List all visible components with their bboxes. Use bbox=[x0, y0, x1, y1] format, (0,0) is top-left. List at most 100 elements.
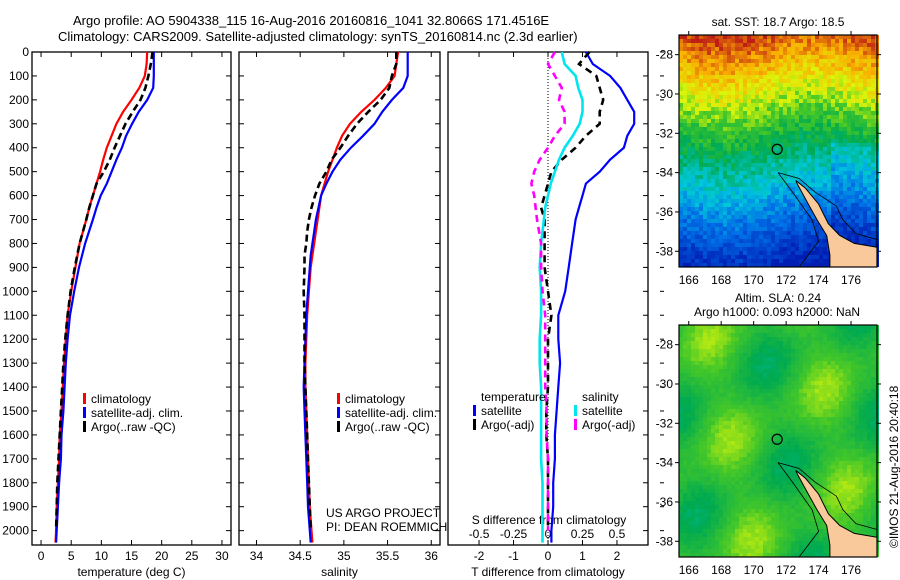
map-cell bbox=[775, 425, 779, 429]
map-cell bbox=[823, 167, 827, 171]
map-cell bbox=[871, 211, 875, 215]
map-cell bbox=[851, 389, 855, 393]
map-cell bbox=[743, 103, 747, 107]
map-cell bbox=[775, 445, 779, 449]
map-cell bbox=[843, 409, 847, 413]
map-cell bbox=[707, 179, 711, 183]
map-cell bbox=[679, 155, 683, 159]
map-cell bbox=[735, 325, 739, 329]
map-cell bbox=[683, 107, 687, 111]
map-cell bbox=[827, 255, 831, 259]
map-cell bbox=[871, 183, 875, 187]
map-cell bbox=[823, 369, 827, 373]
map-cell bbox=[747, 155, 751, 159]
map-cell bbox=[859, 139, 863, 143]
map-cell bbox=[835, 405, 839, 409]
map-cell bbox=[811, 389, 815, 393]
map-cell bbox=[683, 349, 687, 353]
map-cell bbox=[683, 203, 687, 207]
map-cell bbox=[711, 353, 715, 357]
map-cell bbox=[835, 155, 839, 159]
map-cell bbox=[831, 175, 835, 179]
y-tick-label: 0 bbox=[22, 45, 29, 59]
map-cell bbox=[871, 99, 875, 103]
map-cell bbox=[799, 325, 803, 329]
map-cell bbox=[763, 215, 767, 219]
map-cell bbox=[683, 329, 687, 333]
map-cell bbox=[815, 341, 819, 345]
map-cell bbox=[687, 341, 691, 345]
map-cell bbox=[767, 385, 771, 389]
map-cell bbox=[727, 51, 731, 55]
map-cell bbox=[719, 457, 723, 461]
map-cell bbox=[779, 207, 783, 211]
map-cell bbox=[783, 449, 787, 453]
map-cell bbox=[727, 401, 731, 405]
map-cell bbox=[703, 75, 707, 79]
map-cell bbox=[771, 369, 775, 373]
map-cell bbox=[751, 349, 755, 353]
map-cell bbox=[683, 79, 687, 83]
map-cell bbox=[683, 389, 687, 393]
map-cell bbox=[791, 381, 795, 385]
map-cell bbox=[863, 163, 867, 167]
map-cell bbox=[755, 425, 759, 429]
map-cell bbox=[755, 151, 759, 155]
map-cell bbox=[775, 111, 779, 115]
map-cell bbox=[763, 465, 767, 469]
map-cell bbox=[807, 397, 811, 401]
map-cell bbox=[839, 79, 843, 83]
map-cell bbox=[747, 111, 751, 115]
map-cell bbox=[715, 83, 719, 87]
map-cell bbox=[859, 413, 863, 417]
map-cell bbox=[819, 325, 823, 329]
map-cell bbox=[843, 159, 847, 163]
map-cell bbox=[787, 151, 791, 155]
map-cell bbox=[739, 441, 743, 445]
map-cell bbox=[795, 457, 799, 461]
map-cell bbox=[799, 341, 803, 345]
map-cell bbox=[871, 179, 875, 183]
map-cell bbox=[763, 183, 767, 187]
map-cell bbox=[715, 437, 719, 441]
map-cell bbox=[687, 163, 691, 167]
map-cell bbox=[803, 87, 807, 91]
map-cell bbox=[735, 107, 739, 111]
map-cell bbox=[835, 429, 839, 433]
map-cell bbox=[823, 457, 827, 461]
map-cell bbox=[739, 87, 743, 91]
map-cell bbox=[807, 417, 811, 421]
map-cell bbox=[719, 381, 723, 385]
map-cell bbox=[843, 171, 847, 175]
map-cell bbox=[727, 469, 731, 473]
map-cell bbox=[767, 151, 771, 155]
map-cell bbox=[791, 425, 795, 429]
map-cell bbox=[799, 223, 803, 227]
map-cell bbox=[859, 409, 863, 413]
map-cell bbox=[703, 83, 707, 87]
map-cell bbox=[799, 123, 803, 127]
map-cell bbox=[847, 143, 851, 147]
map-cell bbox=[703, 155, 707, 159]
map-cell bbox=[719, 349, 723, 353]
map-cell bbox=[687, 91, 691, 95]
map-cell bbox=[823, 235, 827, 239]
map-cell bbox=[707, 263, 711, 267]
map-cell bbox=[863, 95, 867, 99]
map-cell bbox=[695, 99, 699, 103]
map-cell bbox=[775, 417, 779, 421]
map-cell bbox=[795, 51, 799, 55]
map-cell bbox=[755, 429, 759, 433]
map-cell bbox=[831, 377, 835, 381]
map-cell bbox=[831, 83, 835, 87]
isobath-line bbox=[777, 172, 820, 268]
map-cell bbox=[759, 123, 763, 127]
map-cell bbox=[747, 259, 751, 263]
map-cell bbox=[683, 449, 687, 453]
map-cell bbox=[763, 39, 767, 43]
map-cell bbox=[755, 35, 759, 39]
map-cell bbox=[847, 215, 851, 219]
map-cell bbox=[743, 39, 747, 43]
map-cell bbox=[723, 183, 727, 187]
map-cell bbox=[727, 255, 731, 259]
